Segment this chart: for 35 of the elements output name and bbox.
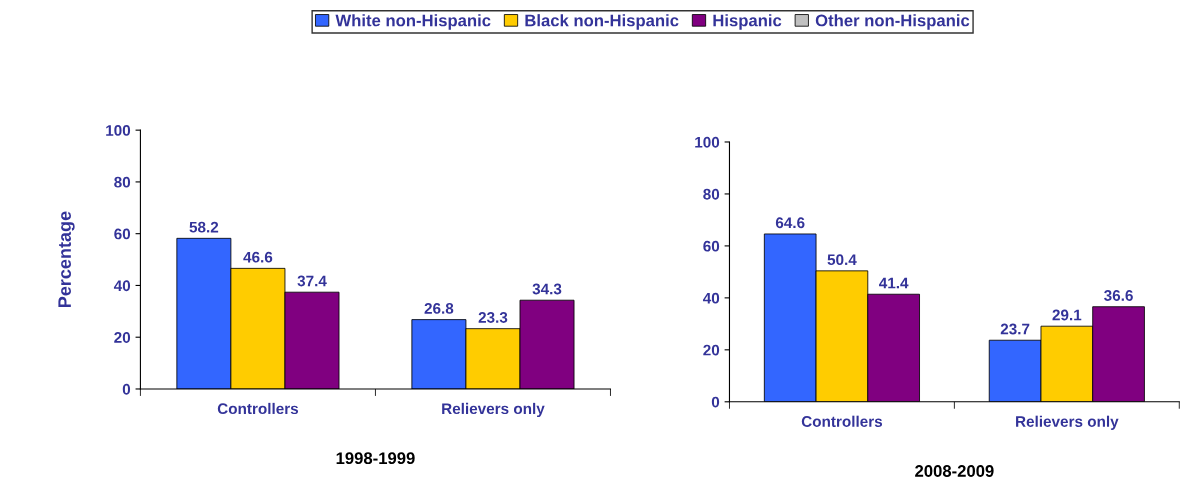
- data-label: 46.6: [243, 251, 273, 263]
- y-tick-label: 100: [695, 136, 720, 148]
- data-label: 37.4: [297, 275, 327, 287]
- legend-label: Other non-Hispanic: [815, 14, 970, 30]
- data-label: 34.3: [532, 283, 562, 295]
- y-tick-label: 40: [702, 292, 720, 304]
- data-label: 58.2: [189, 221, 219, 233]
- data-label: 50.4: [827, 254, 857, 266]
- legend-label: White non-Hispanic: [335, 14, 491, 30]
- x-axis-title: 2008-2009: [915, 465, 994, 477]
- x-tick-label: Controllers: [217, 402, 299, 415]
- x-tick-label: Relievers only: [1016, 415, 1119, 430]
- data-label: 23.3: [478, 312, 508, 323]
- y-tick-label: 20: [114, 332, 131, 343]
- data-label: 26.8: [424, 303, 454, 314]
- y-tick-label: 60: [114, 228, 131, 240]
- x-tick-label: Relievers only: [442, 402, 545, 418]
- y-tick-label: 80: [703, 188, 720, 200]
- data-label: 29.1: [1052, 309, 1082, 321]
- legend-label: Black non-Hispanic: [525, 14, 679, 30]
- data-label: 41.4: [879, 277, 909, 289]
- y-tick-label: 0: [122, 383, 131, 395]
- data-label: 36.6: [1104, 290, 1133, 301]
- y-tick-label: 40: [113, 280, 131, 292]
- x-tick-label: Controllers: [801, 415, 883, 427]
- x-axis-title: 1998-1999: [336, 452, 415, 465]
- y-axis-title: Percentage: [58, 211, 75, 308]
- y-tick-label: 80: [114, 176, 131, 188]
- legend-label: Hispanic: [713, 14, 782, 30]
- y-tick-label: 100: [106, 125, 131, 136]
- data-label: 23.7: [1000, 323, 1030, 335]
- y-tick-label: 60: [703, 240, 720, 252]
- y-tick-label: 0: [711, 396, 720, 408]
- data-label: 64.6: [775, 217, 805, 229]
- y-tick-label: 20: [703, 344, 720, 356]
